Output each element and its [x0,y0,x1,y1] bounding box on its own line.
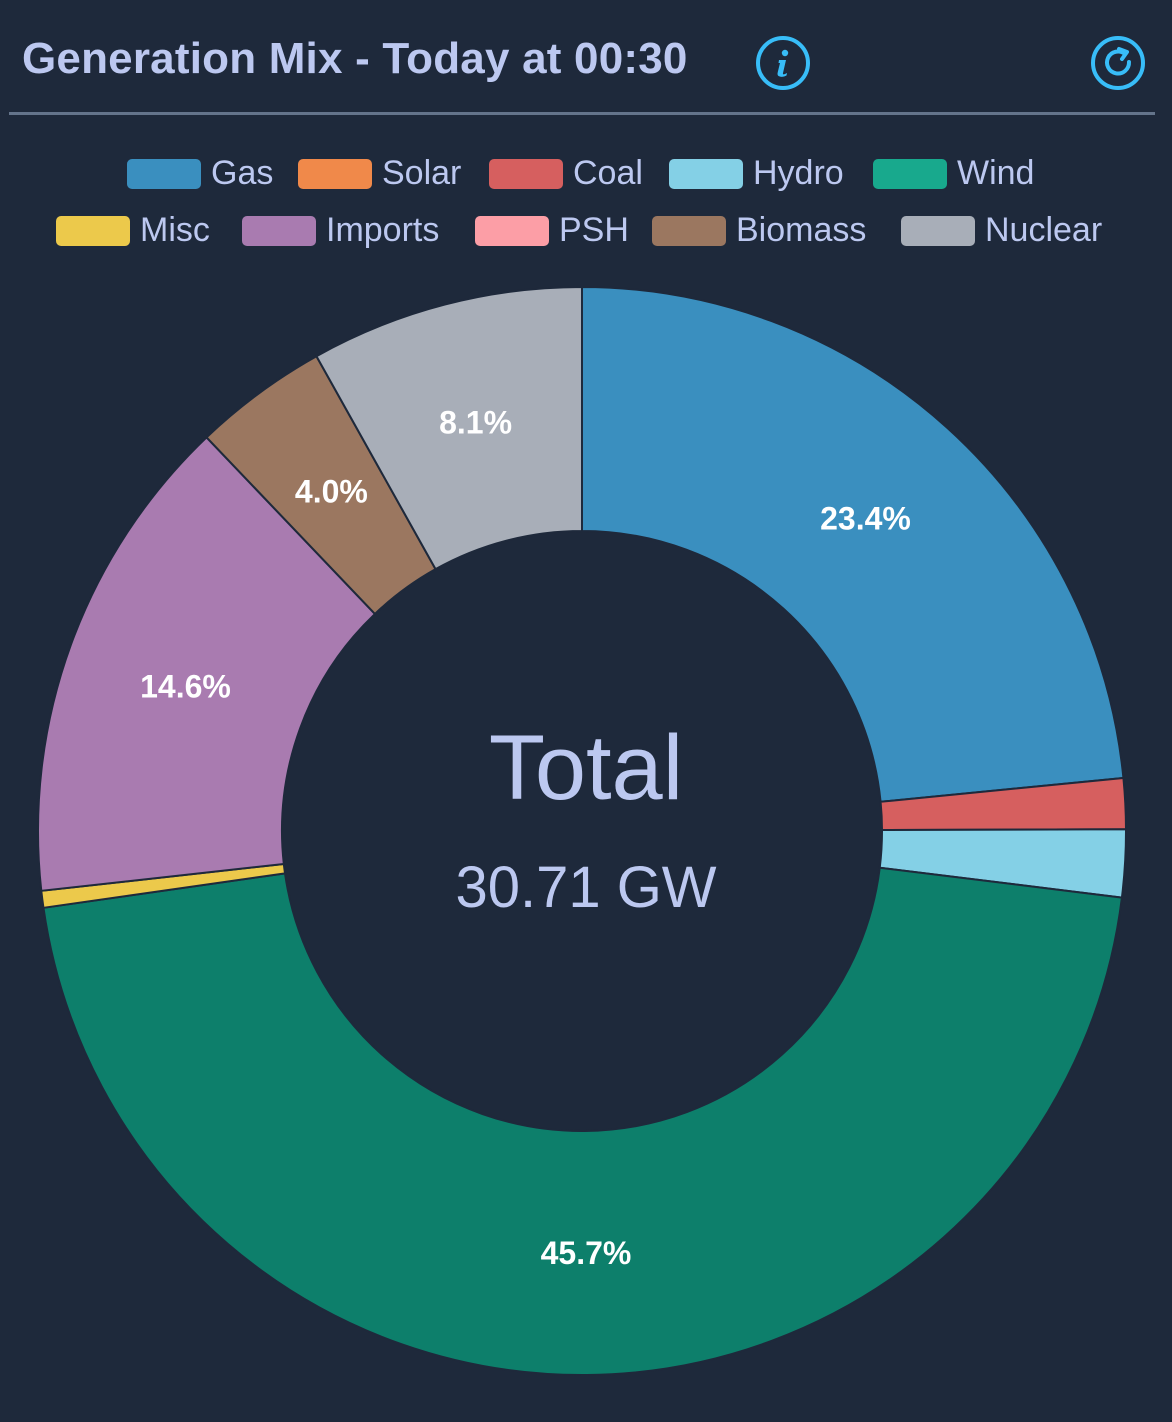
donut-chart: 23.4% 45.7% 14.6% 4.0% 8.1% [37,285,1128,1376]
info-icon [777,49,789,77]
legend-label: Solar [382,154,462,192]
refresh-button[interactable] [1091,36,1145,90]
chart-header: Generation Mix - Today at 00:30 [0,0,1172,115]
legend-swatch [56,216,130,246]
info-button[interactable] [756,36,810,90]
legend-label: Coal [573,154,643,192]
slice-gas[interactable] [581,285,1125,803]
legend-label: Hydro [753,154,844,192]
slice-imports[interactable] [37,435,377,892]
legend-label: Nuclear [985,211,1103,249]
center-total-title: Total [488,717,684,819]
data-label-wind: 45.7% [541,1235,632,1271]
legend-swatch [475,216,549,246]
slice-wind[interactable] [42,866,1124,1376]
legend-swatch [669,159,743,189]
center-total-value: 30.71 GW [455,855,717,920]
refresh-icon [1105,47,1132,76]
slice-nuclear[interactable] [315,285,583,571]
legend-swatch [489,159,563,189]
data-label-nuclear: 8.1% [439,405,512,441]
legend-swatch [652,216,726,246]
legend-label: Wind [957,154,1035,192]
header-divider [9,112,1155,115]
legend-label: PSH [559,211,629,249]
chart-title: Generation Mix - Today at 00:30 [22,34,688,83]
legend-label: Misc [140,211,210,249]
legend-row-2: Misc Imports PSH Biomass Nuclear [0,209,1172,253]
legend-label: Gas [211,154,274,192]
legend-swatch [873,159,947,189]
legend-swatch [901,216,975,246]
data-label-biomass: 4.0% [295,473,368,509]
data-label-imports: 14.6% [140,669,231,705]
legend-swatch [127,159,201,189]
legend-row-1: Gas Solar Coal Hydro Wind [0,152,1172,196]
legend-swatch [242,216,316,246]
legend-swatch [298,159,372,189]
legend-label: Imports [326,211,440,249]
data-label-gas: 23.4% [820,500,911,536]
legend-label: Biomass [736,211,867,249]
